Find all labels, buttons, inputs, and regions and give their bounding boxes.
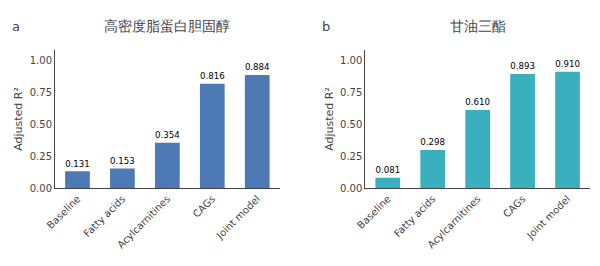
- svg-text:0.354: 0.354: [155, 130, 180, 140]
- svg-text:0.081: 0.081: [375, 165, 400, 175]
- svg-text:0.884: 0.884: [245, 62, 270, 72]
- svg-text:1.00: 1.00: [30, 55, 52, 66]
- svg-text:Joint model: Joint model: [214, 193, 262, 241]
- svg-text:CAGs: CAGs: [501, 193, 528, 220]
- svg-text:0.910: 0.910: [555, 59, 580, 69]
- svg-text:0.75: 0.75: [30, 87, 52, 98]
- svg-text:0.816: 0.816: [200, 71, 225, 81]
- svg-text:Adjusted R²: Adjusted R²: [323, 87, 336, 151]
- svg-text:a: a: [12, 19, 20, 34]
- svg-text:Fatty acids: Fatty acids: [392, 193, 438, 239]
- svg-text:CAGs: CAGs: [191, 193, 218, 220]
- svg-text:Joint model: Joint model: [524, 193, 572, 241]
- svg-text:0.50: 0.50: [30, 119, 52, 130]
- svg-text:0.610: 0.610: [465, 97, 490, 107]
- svg-text:Baseline: Baseline: [45, 193, 83, 231]
- svg-text:1.00: 1.00: [340, 55, 362, 66]
- svg-text:Adjusted R²: Adjusted R²: [12, 87, 25, 151]
- svg-text:高密度脂蛋白胆固醇: 高密度脂蛋白胆固醇: [104, 18, 230, 34]
- svg-text:0.893: 0.893: [510, 61, 535, 71]
- svg-text:0.25: 0.25: [340, 151, 362, 162]
- svg-text:0.131: 0.131: [65, 159, 90, 169]
- svg-text:0.298: 0.298: [420, 137, 445, 147]
- svg-text:Acylcarnitines: Acylcarnitines: [425, 193, 482, 250]
- svg-text:0.25: 0.25: [30, 151, 52, 162]
- svg-text:Acylcarnitines: Acylcarnitines: [115, 193, 172, 250]
- svg-text:0.00: 0.00: [30, 183, 52, 194]
- svg-text:0.50: 0.50: [340, 119, 362, 130]
- svg-text:0.00: 0.00: [340, 183, 362, 194]
- svg-text:Fatty acids: Fatty acids: [81, 193, 127, 239]
- svg-text:甘油三酯: 甘油三酯: [450, 18, 506, 34]
- svg-text:b: b: [322, 19, 330, 34]
- svg-text:0.153: 0.153: [110, 156, 135, 166]
- svg-text:0.75: 0.75: [340, 87, 362, 98]
- svg-text:Baseline: Baseline: [355, 193, 393, 231]
